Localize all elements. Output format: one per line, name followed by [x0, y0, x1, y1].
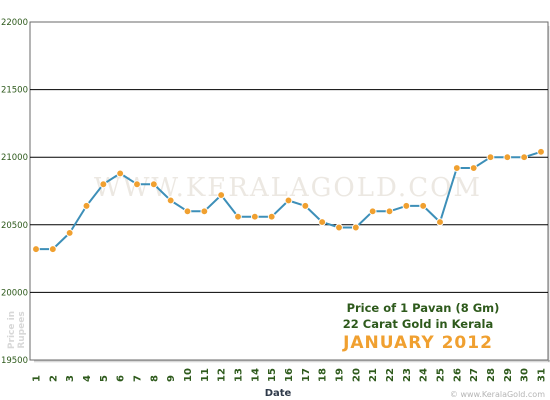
data-point-11: [200, 207, 209, 216]
x-tick-label: 28: [486, 368, 497, 382]
data-point-4: [82, 202, 91, 210]
x-tick-label: 12: [217, 368, 228, 382]
y-axis-title: Price inRupees: [7, 311, 27, 349]
x-tick-label: 19: [335, 368, 346, 382]
data-point-3: [65, 229, 74, 237]
y-tick-label: 20500: [1, 221, 28, 231]
data-point-2: [48, 245, 57, 253]
x-tick-label: 15: [267, 368, 278, 382]
data-point-21: [368, 207, 377, 216]
y-tick-labels: 19500 20000 20500 21000 21500 22000: [1, 18, 28, 366]
data-points: [32, 147, 545, 253]
x-tick-labels: 1 2 3 4 5 6 7 8 9 10 11 12 13 14 15 16 17 18 19 20 21 22 23 24 2…: [32, 368, 548, 382]
x-tick-label: 9: [166, 375, 177, 382]
x-tick-label: 13: [234, 368, 245, 382]
x-tick-label: 5: [99, 375, 110, 382]
x-tick-label: 3: [65, 375, 76, 382]
data-point-15: [267, 212, 276, 221]
data-point-18: [318, 218, 327, 226]
x-tick-label: 7: [133, 375, 144, 382]
x-tick-label: 4: [82, 375, 93, 382]
plot-frame-shadow: [34, 26, 550, 363]
x-tick-label: 17: [301, 368, 312, 382]
x-tick-label: 8: [149, 375, 160, 382]
data-point-28: [486, 153, 495, 162]
data-point-31: [537, 147, 545, 156]
x-tick-label: 27: [469, 368, 480, 382]
x-tick-label: 26: [452, 368, 463, 382]
grid-lines: [30, 89, 548, 293]
y-tick-label: 21000: [1, 153, 28, 163]
data-point-8: [149, 180, 158, 189]
x-tick-label: 2: [48, 375, 59, 382]
footer-credit: © www.KeralaGold.com: [450, 390, 545, 399]
y-tick-label: 21500: [1, 86, 28, 96]
data-point-22: [385, 207, 394, 216]
data-point-30: [520, 153, 529, 162]
data-point-9: [166, 196, 175, 205]
x-tick-label: 16: [284, 368, 295, 382]
data-point-24: [419, 202, 428, 210]
data-point-5: [99, 180, 108, 189]
x-tick-label: 21: [368, 368, 379, 382]
annotation-month: JANUARY 2012: [342, 333, 493, 353]
x-tick-label: 30: [520, 368, 531, 382]
x-tick-label: 29: [503, 368, 514, 382]
y-tick-label: 19500: [1, 356, 28, 366]
plot-frame: [29, 21, 549, 361]
y-tick-label: 22000: [1, 18, 28, 28]
x-tick-label: 1: [32, 375, 43, 382]
data-point-20: [351, 223, 360, 232]
data-point-19: [335, 223, 343, 232]
data-point-12: [217, 191, 226, 199]
x-tick-label: 18: [318, 368, 329, 382]
data-point-1: [32, 245, 40, 253]
data-point-29: [503, 153, 512, 162]
data-point-16: [284, 196, 293, 205]
x-tick-label: 23: [402, 368, 413, 382]
data-point-27: [469, 164, 478, 172]
x-tick-label: 6: [116, 375, 127, 382]
data-point-17: [301, 202, 310, 210]
data-point-25: [436, 218, 444, 226]
data-point-7: [133, 180, 141, 189]
x-tick-label: 11: [200, 368, 211, 382]
data-point-26: [452, 164, 461, 172]
data-point-13: [234, 212, 242, 221]
x-tick-label: 20: [351, 368, 362, 382]
x-tick-label: 22: [385, 368, 396, 382]
y-tick-label: 20000: [1, 288, 28, 298]
data-point-23: [402, 202, 411, 210]
x-tick-label: 25: [436, 368, 447, 382]
x-tick-label: 24: [419, 368, 430, 382]
x-tick-label: 10: [183, 368, 194, 382]
x-tick-label: 31: [537, 368, 548, 382]
data-point-6: [116, 169, 125, 178]
annotation-title: Price of 1 Pavan (8 Gm): [347, 301, 500, 315]
x-axis-title: Date: [265, 388, 292, 399]
x-tick-label: 14: [250, 368, 261, 382]
data-point-14: [250, 212, 259, 221]
annotation-subtitle: 22 Carat Gold in Kerala: [343, 317, 493, 331]
data-point-10: [183, 207, 192, 216]
